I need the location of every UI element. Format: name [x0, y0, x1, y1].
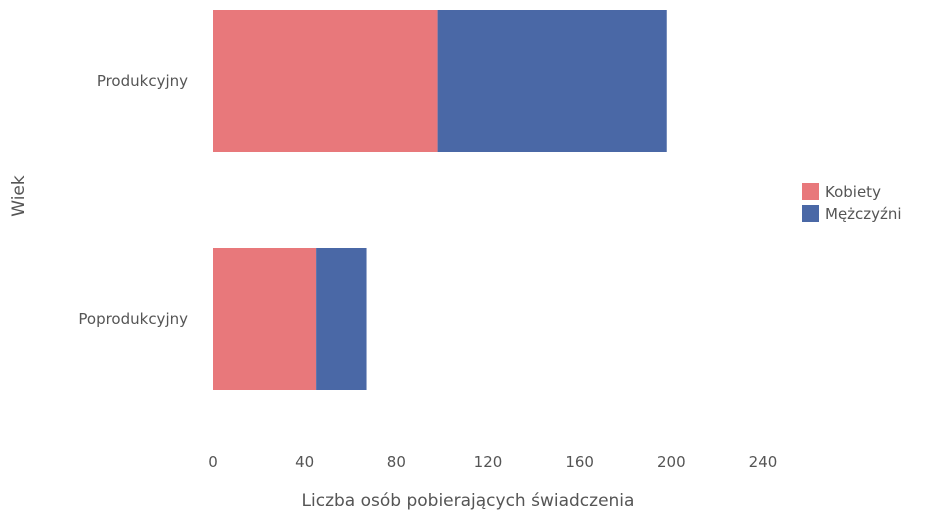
bars-group: [213, 10, 667, 390]
bar-poprodukcyjny-kobiety: [213, 248, 317, 390]
x-axis-title: Liczba osób pobierających świadczenia: [302, 491, 635, 511]
bar-poprodukcyjny-mezczyzni: [316, 248, 367, 390]
y-axis-title: Wiek: [9, 175, 29, 217]
x-tick-label-0: 0: [208, 453, 218, 471]
x-tick-label-40: 40: [295, 453, 314, 471]
x-tick-label-80: 80: [387, 453, 406, 471]
category-label-produkcyjny: Produkcyjny: [97, 72, 188, 90]
bar-produkcyjny-mezczyzni: [437, 10, 667, 152]
bar-produkcyjny-kobiety: [213, 10, 438, 152]
category-label-poprodukcyjny: Poprodukcyjny: [78, 310, 188, 328]
x-tick-label-200: 200: [657, 453, 686, 471]
x-tick-label-160: 160: [565, 453, 594, 471]
legend-label-mezczyzni: Mężczyźni: [825, 205, 902, 223]
x-axis-ticks: 0 40 80 120 160 200 240: [208, 453, 777, 471]
legend-label-kobiety: Kobiety: [825, 183, 881, 201]
legend: Kobiety Mężczyźni: [802, 183, 902, 223]
legend-swatch-mezczyzni: [802, 205, 819, 222]
category-labels: Produkcyjny Poprodukcyjny: [78, 72, 188, 328]
legend-swatch-kobiety: [802, 183, 819, 200]
x-tick-label-240: 240: [749, 453, 778, 471]
x-tick-label-120: 120: [474, 453, 503, 471]
